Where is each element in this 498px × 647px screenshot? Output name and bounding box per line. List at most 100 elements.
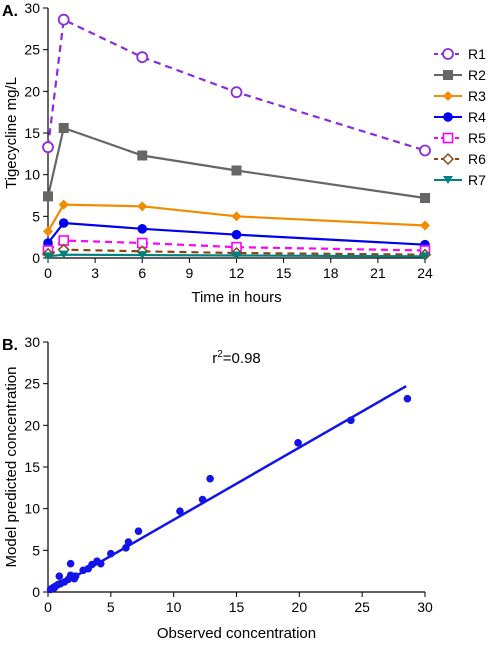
series-r2-point: [58, 123, 69, 133]
legend-label-r5: R5: [468, 130, 486, 146]
series-r3-point: [231, 211, 242, 222]
series-r1-point: [419, 144, 431, 157]
series-r7-point: [231, 251, 242, 260]
series-r7-point: [43, 252, 53, 261]
series-r2-point: [231, 165, 242, 176]
scatter-point: [403, 394, 412, 403]
series-r1-point: [136, 51, 149, 64]
legend-entry-r7: [434, 176, 462, 184]
series-r3-point: [137, 201, 148, 212]
a-x-tick-label: 3: [91, 265, 99, 281]
series-r4-point: [137, 224, 148, 234]
panel-a-y-axis-title: Tigecycline mg/L: [3, 77, 20, 189]
a-x-tick-label: 15: [276, 265, 292, 281]
a-y-tick-label: 5: [32, 208, 40, 224]
a-x-tick-label: 0: [44, 265, 52, 281]
series-r2-point: [43, 191, 53, 202]
legend-entry-r5: [434, 132, 462, 144]
scatter-point: [176, 507, 184, 515]
a-x-tick-label: 21: [370, 265, 386, 281]
a-x-tick-label: 6: [138, 265, 146, 281]
scatter-point: [294, 439, 302, 447]
scatter-point: [107, 549, 115, 558]
panel-b-label: B.: [2, 337, 18, 354]
legend-swatch-marker: [442, 132, 454, 144]
b-x-tick-label: 5: [107, 599, 115, 615]
series-r4: [43, 218, 430, 250]
series-r2-line: [46, 126, 426, 200]
series-r7: [43, 250, 430, 261]
a-x-tick-label: 9: [185, 265, 193, 281]
series-r1: [42, 13, 431, 157]
series-r2: [43, 123, 430, 203]
panel-b-x-axis-title: Observed concentration: [157, 625, 316, 642]
series-r4-point: [58, 218, 69, 228]
scatter-point: [206, 474, 214, 483]
series-r3-point: [58, 199, 69, 210]
series-r3-point: [43, 226, 53, 237]
scatter-points: [46, 394, 412, 594]
a-y-tick-label: 30: [24, 0, 40, 16]
b-y-tick-label: 5: [32, 542, 40, 558]
scatter-point: [134, 527, 143, 535]
scatter-point: [66, 559, 75, 568]
legend-label-r7: R7: [468, 172, 486, 188]
regression-line: [47, 385, 407, 594]
legend-label-r2: R2: [468, 67, 486, 83]
legend-entry-r4: [434, 112, 462, 122]
scatter-point: [347, 416, 355, 425]
r-squared-annotation: r2=0.98: [212, 349, 261, 367]
series-r2-point: [137, 150, 148, 161]
legend-label-r4: R4: [468, 109, 486, 125]
legend-swatch-marker: [443, 70, 453, 80]
scatter-point: [198, 495, 207, 504]
scatter-point: [71, 572, 80, 580]
b-x-tick-label: 0: [44, 599, 52, 615]
b-x-tick-label: 10: [166, 599, 182, 615]
legend-swatch-marker: [443, 91, 453, 101]
legend-label-r3: R3: [468, 88, 486, 104]
legend-label-r6: R6: [468, 151, 486, 167]
series-r7-point: [137, 251, 148, 260]
a-y-tick-label: 15: [24, 125, 40, 141]
series-r2-point: [420, 193, 430, 203]
series-r4-point: [231, 229, 242, 240]
a-y-tick-label: 20: [24, 83, 40, 99]
legend-entry-r2: [434, 70, 462, 80]
b-y-tick-label: 30: [24, 334, 40, 350]
a-x-tick-label: 12: [229, 265, 245, 281]
series-r1-point: [42, 141, 54, 154]
panel-a-label: A.: [2, 3, 18, 20]
b-x-tick-label: 20: [292, 599, 308, 615]
a-x-tick-label: 18: [323, 265, 339, 281]
scatter-point: [122, 544, 130, 552]
panel-a-x-axis-title: Time in hours: [191, 289, 281, 306]
b-x-tick-label: 25: [354, 599, 370, 615]
series-r1-point: [230, 86, 243, 99]
panel-b-y-axis-title: Model predicted concentration: [3, 367, 20, 568]
legend-entry-r1: [434, 48, 462, 60]
series-r3: [43, 199, 430, 237]
b-y-tick-label: 0: [32, 584, 40, 600]
series-r1-line: [46, 18, 426, 152]
series-r7-point: [420, 252, 430, 261]
b-y-tick-label: 15: [24, 459, 40, 475]
a-y-tick-label: 25: [24, 42, 40, 58]
a-x-tick-label: 24: [417, 265, 433, 281]
series-r7-point: [58, 250, 69, 259]
legend-swatch-marker: [443, 176, 453, 184]
legend-swatch-marker: [443, 112, 453, 122]
a-y-tick-label: 10: [24, 167, 40, 183]
legend-entry-r3: [434, 91, 462, 101]
b-y-tick-label: 20: [24, 417, 40, 433]
scatter-point: [124, 538, 133, 546]
legend-swatch-marker: [441, 152, 455, 166]
b-y-tick-label: 10: [24, 501, 40, 517]
b-y-tick-label: 25: [24, 376, 40, 392]
legend-entry-r6: [434, 152, 462, 166]
b-x-tick-label: 30: [417, 599, 433, 615]
b-x-tick-label: 15: [229, 599, 245, 615]
scatter-point: [55, 572, 64, 580]
series-r1-point: [57, 13, 70, 26]
